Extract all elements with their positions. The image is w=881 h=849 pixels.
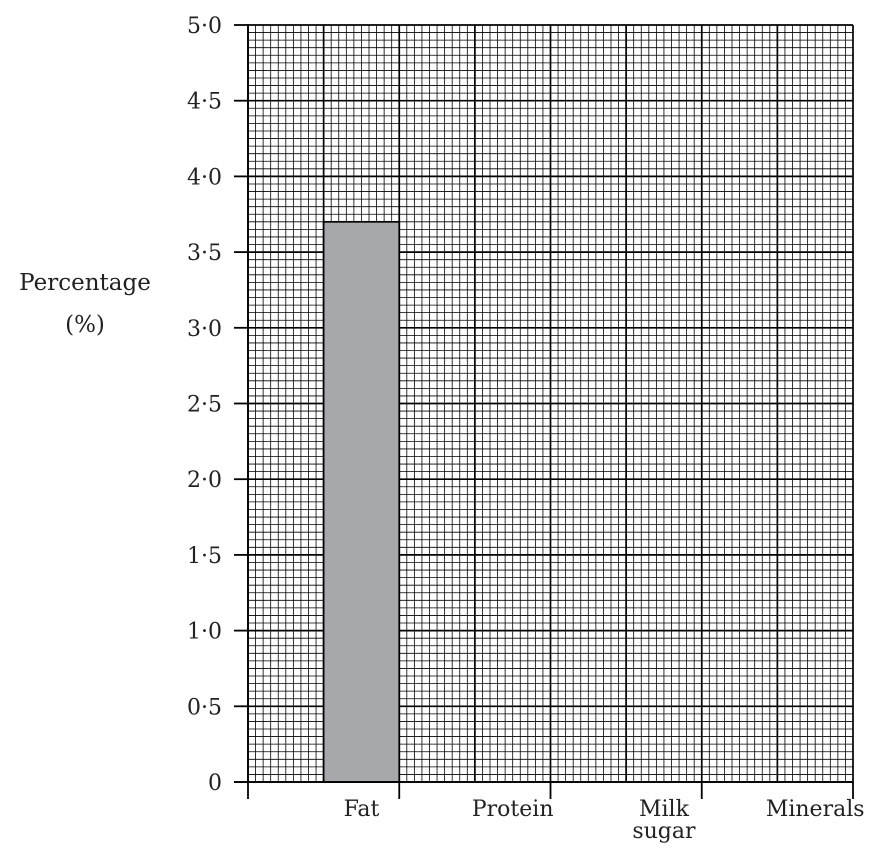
- y-tick-label: 5·0: [187, 14, 222, 39]
- chart-bars: [322, 220, 401, 783]
- y-tick-label: 1·5: [187, 544, 222, 569]
- y-tick-label: 3·5: [187, 241, 222, 266]
- chart-axes: [234, 24, 854, 799]
- x-category-label-line: sugar: [632, 819, 696, 844]
- y-axis-unit: (%): [65, 312, 105, 338]
- x-category-label: Minerals: [766, 797, 865, 822]
- y-tick-label: 3·0: [187, 317, 222, 342]
- x-category-label-line: Fat: [344, 797, 380, 822]
- y-tick-label: 1·0: [187, 620, 222, 645]
- bar-fat: [322, 220, 401, 783]
- y-axis-title: Percentage: [19, 270, 151, 296]
- x-category-label-line: Milk: [639, 797, 690, 822]
- y-tick-label: 2·0: [187, 468, 222, 493]
- x-category-label: Fat: [344, 797, 380, 822]
- y-tick-label: 2·5: [187, 393, 222, 418]
- y-tick-label: 4·0: [187, 165, 222, 190]
- y-tick-label: 4·5: [187, 90, 222, 115]
- x-category-label: Protein: [472, 797, 554, 822]
- x-category-label: Milk sugar: [632, 797, 696, 844]
- y-tick-label: 0·5: [187, 695, 222, 720]
- y-tick-label: 0: [208, 771, 222, 796]
- x-category-label-line: Protein: [472, 797, 554, 822]
- x-category-label-line: Minerals: [766, 797, 865, 822]
- y-tick-labels: 0 0·5 1·0 1·5 2·0 2·5 3·0 3·5 4·0 4·5 5·0: [187, 14, 222, 796]
- x-category-labels: Fat Protein Milk sugar Minerals: [344, 797, 865, 844]
